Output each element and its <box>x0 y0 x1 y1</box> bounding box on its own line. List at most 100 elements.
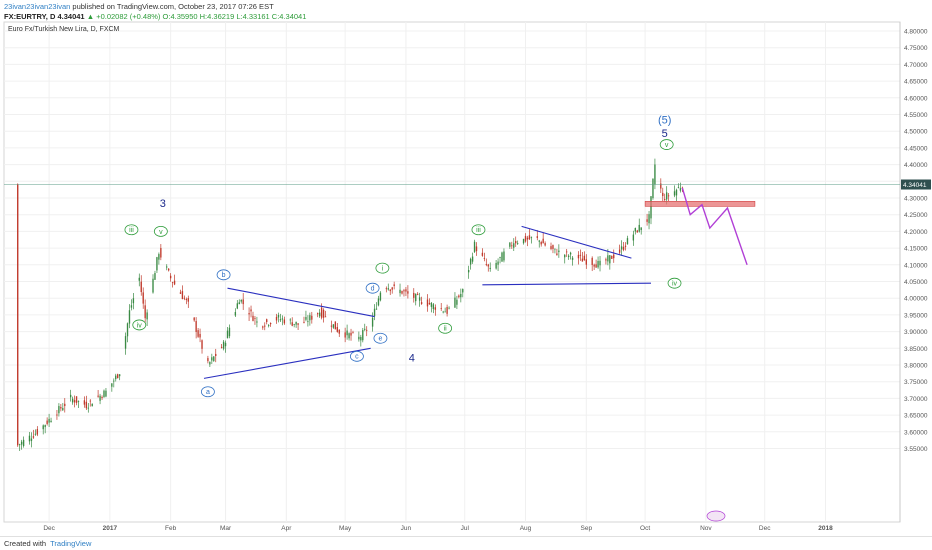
candle-body <box>377 298 380 306</box>
candle-body <box>179 292 182 294</box>
candle-body <box>62 408 64 411</box>
candle-body <box>262 326 264 328</box>
wave-label: iv <box>137 322 143 329</box>
candle-body <box>105 390 107 397</box>
candle-body <box>632 234 635 241</box>
candle-body <box>275 316 278 321</box>
y-tick-label: 4.00000 <box>904 296 928 303</box>
candle-body <box>481 252 484 256</box>
publish-info: published on TradingView.com, October 23… <box>72 2 274 11</box>
candle-body <box>538 240 540 242</box>
candle-body <box>309 315 311 321</box>
candle-body <box>236 303 238 309</box>
candle-body <box>83 400 86 405</box>
candle-body <box>115 375 117 380</box>
candle-body <box>256 321 258 323</box>
candle-body <box>495 262 497 269</box>
candle-body <box>660 183 662 189</box>
candle-body <box>469 258 472 265</box>
candle-body <box>483 258 486 259</box>
candle-body <box>634 228 637 232</box>
candle-body <box>58 406 60 414</box>
wave-label: c <box>355 354 359 361</box>
y-tick-label: 4.80000 <box>904 29 928 36</box>
trendline <box>227 287 375 318</box>
candle-body <box>330 325 333 327</box>
candle-body <box>211 357 213 361</box>
candle-body <box>677 187 680 188</box>
x-tick-label: Nov <box>700 525 712 532</box>
candle-body <box>446 307 448 314</box>
candle-body <box>387 288 389 290</box>
wave-label: 3 <box>160 198 166 210</box>
candle-body <box>415 293 417 302</box>
candle-body <box>124 336 127 349</box>
candle-body <box>550 246 552 249</box>
candle-body <box>334 321 337 330</box>
candle-body <box>362 330 364 341</box>
candle-body <box>503 251 505 261</box>
candle-body <box>103 390 105 398</box>
candle-body <box>346 330 348 336</box>
x-tick-label: Sep <box>581 525 593 532</box>
candle-body <box>530 236 533 238</box>
candle-body <box>36 429 39 435</box>
candle-body <box>69 394 72 398</box>
candle-body <box>552 245 554 249</box>
tradingview-logo[interactable]: TradingView <box>50 539 92 548</box>
candle-body <box>597 260 599 268</box>
candle-body <box>583 255 586 261</box>
candle-body <box>87 407 89 409</box>
candle-body <box>611 255 613 259</box>
candle-body <box>42 425 44 430</box>
y-tick-label: 3.90000 <box>904 329 928 336</box>
candle-body <box>581 258 584 262</box>
candle-body <box>417 293 419 295</box>
candle-body <box>152 278 154 293</box>
trendline <box>203 347 371 379</box>
candle-body <box>140 281 142 293</box>
candle-body <box>442 311 444 313</box>
y-tick-label: 4.30000 <box>904 196 928 203</box>
candle-body <box>101 396 103 399</box>
candle-body <box>303 321 305 323</box>
candle-body <box>595 264 597 268</box>
candle-body <box>448 307 450 309</box>
y-tick-label: 4.15000 <box>904 246 928 253</box>
candle-body <box>567 255 570 258</box>
wave-label-circle <box>153 225 168 237</box>
footer-bar: Created with TradingView <box>0 536 932 550</box>
change-value: ▲ +0.02082 (+0.48%) <box>86 11 161 21</box>
created-with-label: Created with <box>4 539 47 548</box>
candle-body <box>662 192 664 197</box>
x-tick-label: 2018 <box>818 525 833 532</box>
candle-body <box>181 291 184 300</box>
candle-body <box>648 214 650 224</box>
candle-body <box>516 243 519 244</box>
candle-body <box>193 317 195 321</box>
candle-body <box>269 323 272 325</box>
candle-body <box>620 246 623 250</box>
candle-body <box>499 257 501 258</box>
candle-body <box>375 308 378 310</box>
candle-body <box>420 302 423 304</box>
candle-body <box>56 414 58 416</box>
y-tick-label: 4.60000 <box>904 95 928 102</box>
wave-label-circle <box>373 332 388 344</box>
candle-body <box>489 267 491 269</box>
candle-body <box>405 289 407 292</box>
candle-body <box>558 250 560 253</box>
candle-body <box>195 321 197 332</box>
candle-body <box>646 219 648 222</box>
wave-label: (5) <box>658 115 671 127</box>
candle-body <box>222 341 225 349</box>
candle-body <box>126 323 129 337</box>
candle-body <box>30 438 33 441</box>
y-tick-label: 4.05000 <box>904 279 928 286</box>
y-tick-label: 4.70000 <box>904 62 928 69</box>
candle-body <box>75 396 78 403</box>
candle-body <box>146 312 148 320</box>
y-tick-label: 3.65000 <box>904 413 928 420</box>
author-link[interactable]: 23ivan23ivan23ivan <box>4 2 71 11</box>
